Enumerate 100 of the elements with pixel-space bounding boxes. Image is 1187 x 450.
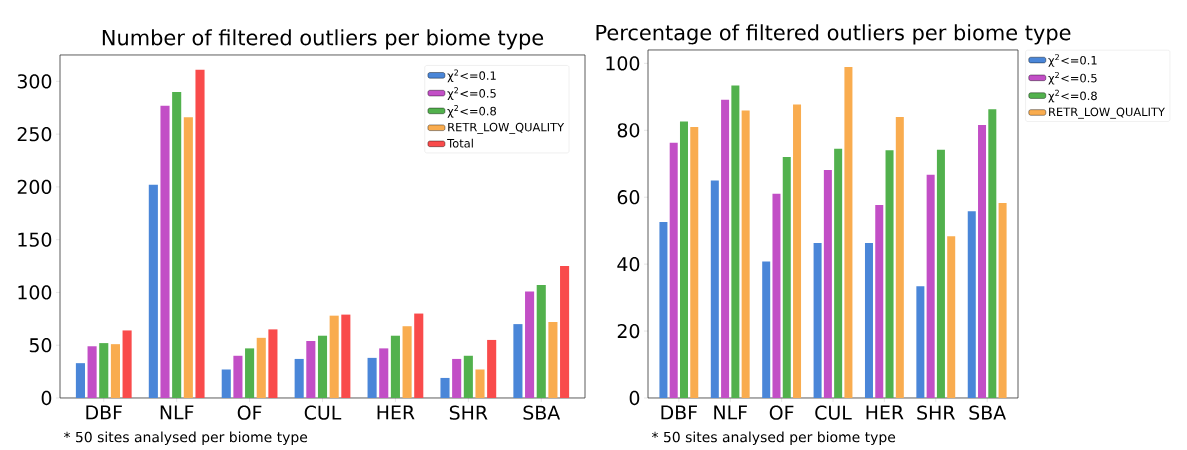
bar [317, 335, 328, 398]
bar [160, 105, 170, 398]
bar [390, 335, 400, 398]
y-tick-label: 20 [617, 323, 640, 339]
x-tick-label: SBA [969, 405, 1006, 420]
bar [294, 358, 304, 398]
bar [233, 355, 243, 398]
bar [679, 121, 688, 398]
x-tick-label: OF [237, 405, 262, 420]
bar [731, 85, 740, 398]
legend-label: Total [447, 138, 473, 148]
bar [245, 348, 255, 398]
bar [669, 142, 678, 398]
bar [998, 202, 1007, 398]
bar [978, 124, 987, 398]
bar [560, 266, 570, 398]
bar [195, 69, 205, 398]
y-tick-label: 200 [17, 179, 52, 195]
y-tick-label: 80 [617, 123, 640, 138]
bar [536, 285, 546, 398]
text: * 50 sites analysed per biome type [63, 431, 308, 446]
y-tick-label: 100 [18, 285, 52, 300]
chart-title: Percentage of filtered outliers per biome type [596, 24, 1071, 45]
x-tick-label: OF [769, 405, 794, 420]
bar [710, 180, 719, 398]
y-tick-label: 100 [606, 56, 640, 71]
bar [885, 150, 894, 398]
bar [367, 357, 377, 398]
y-tick-label: 50 [29, 338, 52, 353]
x-tick-label: CUL [304, 405, 342, 420]
bar [402, 326, 412, 398]
bar [823, 170, 832, 398]
x-tick-label: HER [377, 405, 415, 420]
bar [440, 377, 450, 398]
x-tick-label: SHR [917, 405, 955, 420]
bar [268, 329, 278, 398]
bar [782, 157, 791, 398]
x-tick-label: NLF [714, 405, 747, 420]
legend-label: RETR_LOW_QUALITY [1049, 107, 1165, 119]
bar [916, 286, 925, 398]
bar [183, 117, 193, 398]
bar [221, 369, 231, 398]
bar [463, 355, 473, 398]
bar [475, 369, 485, 398]
bar [947, 236, 956, 398]
bar [659, 221, 668, 398]
bar [967, 211, 976, 398]
bar [414, 313, 424, 398]
bar [895, 116, 904, 398]
legend-label: χ$^{2}$<=0.8 [447, 105, 496, 118]
bar [306, 340, 316, 398]
chart-title: Number of filtered outliers per biome type [102, 29, 544, 50]
bar [793, 104, 802, 398]
x-tick-label: SHR [449, 405, 488, 420]
legend-label: χ$^{2}$<=0.5 [1048, 71, 1097, 85]
legend-label: χ$^{2}$<=0.5 [447, 87, 496, 100]
bar [148, 184, 158, 398]
y-tick-label: 150 [18, 232, 52, 247]
y-tick-label: 250 [17, 126, 52, 142]
legend-label: χ$^{2}$<=0.1 [1048, 54, 1097, 67]
bar [936, 149, 945, 398]
bar [741, 110, 750, 398]
y-tick-label: 0 [41, 390, 52, 406]
bar [813, 243, 822, 398]
x-tick-label: HER [866, 405, 904, 420]
bar [721, 99, 730, 398]
legend-label: RETR_LOW_QUALITY [448, 122, 565, 134]
bar [548, 322, 558, 398]
bar [110, 344, 120, 398]
y-tick-label: 300 [17, 74, 52, 89]
x-tick-label: NLF [160, 405, 194, 420]
y-tick-label: 40 [617, 256, 640, 272]
bar [875, 204, 884, 398]
bar [75, 363, 85, 398]
bar [341, 314, 351, 398]
x-tick-label: SBA [523, 405, 561, 420]
bar [690, 126, 699, 398]
x-tick-label: DBF [86, 405, 122, 420]
bar [87, 346, 97, 398]
bar [122, 330, 132, 398]
bar [926, 174, 935, 398]
bar [256, 337, 266, 398]
bar [379, 348, 389, 398]
bar [513, 324, 523, 398]
bar [762, 261, 771, 398]
bar [844, 67, 853, 398]
bar [329, 315, 339, 398]
y-tick-label: 0 [629, 390, 640, 406]
bar [988, 109, 997, 398]
x-tick-label: CUL [815, 405, 852, 420]
bar [525, 291, 535, 398]
legend-label: χ$^{2}$<=0.1 [447, 69, 496, 83]
bar [864, 243, 873, 398]
bar [487, 339, 497, 398]
y-tick-label: 60 [617, 190, 640, 205]
bar [834, 148, 843, 398]
x-tick-label: DBF [661, 405, 697, 420]
text: * 50 sites analysed per biome type [651, 431, 896, 446]
bar [172, 91, 182, 398]
bar [99, 343, 109, 398]
